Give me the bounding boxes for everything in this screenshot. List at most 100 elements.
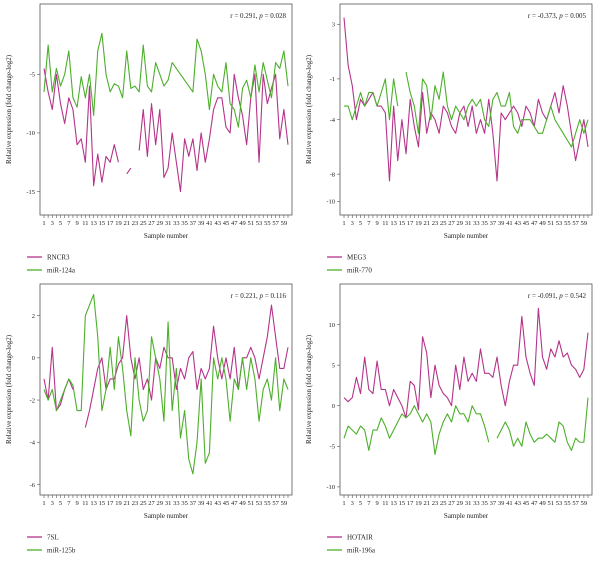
x-tick-label: 53 [256,220,263,227]
x-tick-label: 29 [157,220,164,227]
x-tick-label: 17 [407,500,414,507]
x-tick-label: 17 [107,500,114,507]
x-tick-label: 57 [572,500,579,507]
x-tick-label: 3 [51,500,54,507]
legend-label: miR-196a [347,547,376,555]
x-tick-label: 33 [473,500,480,507]
x-tick-label: 15 [399,500,406,507]
y-axis-title: Relative expression (fold change-log2) [5,54,13,164]
x-tick-label: 55 [264,220,271,227]
x-tick-label: 51 [548,220,555,227]
series-line-mir-125b [43,294,289,475]
x-tick-label: 47 [531,220,538,227]
series-line-mir-124a [43,32,289,128]
x-tick-label: 11 [82,500,88,507]
x-tick-label: 55 [564,500,571,507]
x-tick-label: 5 [359,220,362,227]
y-tick-label: -10 [26,130,35,137]
y-tick-label: -4 [330,117,336,124]
x-tick-label: 37 [490,220,497,227]
x-tick-label: 33 [473,220,480,227]
x-tick-label: 7 [367,500,371,507]
x-tick-label: 35 [181,220,188,227]
x-tick-label: 33 [173,500,180,507]
x-tick-label: 31 [465,220,472,227]
series-line-mir-196a [343,397,589,455]
plot-frame [339,283,593,496]
y-axis-title: Relative expression (fold change-log2) [305,54,313,164]
x-tick-label: 13 [390,500,397,507]
chart-svg: -15-10-51 3 5 7 9 11 13 15 17 19 21 23 25 27 29 31 33 35 3… [5,3,293,275]
x-tick-label: 35 [181,500,188,507]
x-tick-label: 3 [351,500,354,507]
x-tick-label: 19 [415,220,422,227]
legend-label: MEG3 [347,254,367,262]
x-tick-label: 47 [231,220,238,227]
x-tick-label: 19 [115,220,122,227]
x-tick-label: 45 [523,220,530,227]
y-tick-label: 3 [332,22,335,29]
y-tick-label: 0 [32,355,35,362]
y-tick-label: 5 [332,362,335,369]
x-tick-label: 39 [498,500,505,507]
x-tick-label: 25 [140,500,147,507]
x-tick-label: 21 [423,500,430,507]
series-line-mir-770 [344,71,589,148]
x-tick-label: 59 [281,220,288,227]
x-tick-label: 51 [248,220,255,227]
x-tick-label: 39 [198,220,205,227]
x-tick-label: 45 [223,500,230,507]
x-tick-label: 53 [556,220,563,227]
x-tick-label: 11 [382,500,388,507]
x-tick-label: 9 [75,500,78,507]
x-tick-label: 13 [90,220,97,227]
legend-label: HOTAIR [347,534,373,542]
y-tick-label: -5 [30,72,35,79]
x-tick-label: 29 [157,500,164,507]
x-tick-label: 47 [231,500,238,507]
x-tick-label: 49 [239,500,246,507]
x-tick-label: 51 [248,500,255,507]
x-tick-label: 5 [359,500,362,507]
x-axis-title: Sample number [144,512,189,520]
x-tick-label: 27 [448,500,455,507]
chart-svg: 3-1-4-8-101 3 5 7 9 11 13 15 17 19 21 23 25 27 29 31 33 3… [305,3,593,275]
x-tick-label: 25 [140,220,147,227]
correlation-annotation: r = 0.291, p = 0.028 [230,12,286,20]
x-tick-label: 25 [440,220,447,227]
plot-frame [339,3,593,216]
x-tick-label: 23 [132,220,139,227]
x-tick-label: 1 [342,220,345,227]
x-tick-label: 31 [465,500,472,507]
x-tick-label: 33 [173,220,180,227]
plot-frame [39,283,293,496]
chart-svg: 20-2-4-61 3 5 7 9 11 13 15 17 19 21 23 25 27 29 31 33 35 3… [5,283,293,555]
x-tick-label: 45 [523,500,530,507]
x-tick-label: 1 [42,220,45,227]
x-tick-label: 27 [148,500,155,507]
x-tick-label: 9 [375,500,378,507]
legend-label: miR-124a [47,267,76,275]
x-tick-label: 51 [548,500,555,507]
x-tick-label: 43 [514,500,521,507]
y-tick-label: -15 [26,189,35,196]
x-tick-label: 57 [572,220,579,227]
x-tick-label: 35 [481,500,488,507]
x-tick-label: 17 [407,220,414,227]
x-tick-label: 47 [531,500,538,507]
plot-frame [39,3,293,216]
x-tick-label: 31 [165,500,172,507]
x-tick-label: 43 [214,500,221,507]
x-tick-label: 49 [539,220,546,227]
x-tick-label: 3 [351,220,354,227]
x-tick-label: 39 [198,500,205,507]
x-tick-label: 15 [399,220,406,227]
y-tick-label: -5 [330,444,335,451]
x-axis-title: Sample number [444,512,489,520]
x-tick-label: 23 [432,220,439,227]
x-tick-label: 11 [82,220,88,227]
x-tick-label: 29 [457,220,464,227]
series-line-rncr3 [43,68,289,193]
x-tick-label: 21 [423,220,430,227]
